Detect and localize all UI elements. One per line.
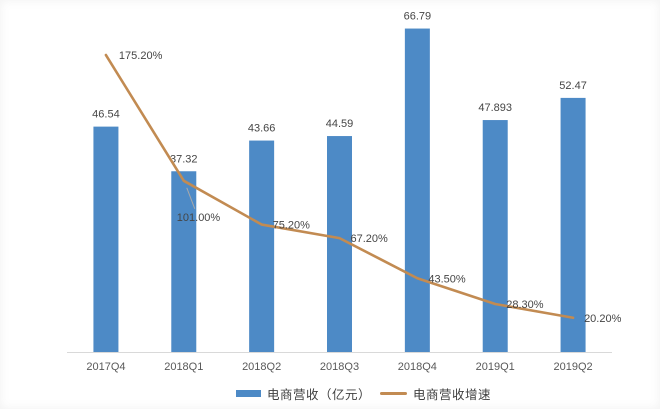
growth-point-label: 75.20% — [273, 220, 311, 232]
legend: 电商营收（亿元） 电商营收增速 — [236, 384, 491, 403]
bar — [404, 28, 430, 353]
bar-value-label: 37.32 — [170, 153, 198, 165]
growth-point-label: 43.50% — [428, 273, 466, 285]
bar-value-label: 43.66 — [248, 123, 276, 135]
bar-value-label: 44.59 — [326, 118, 354, 130]
legend-item-growth: 电商营收增速 — [380, 384, 491, 403]
legend-label-growth: 电商营收增速 — [413, 388, 492, 402]
x-axis-label: 2018Q3 — [320, 361, 359, 373]
x-axis-label: 2019Q1 — [476, 361, 515, 373]
growth-point-label: 28.30% — [506, 299, 544, 311]
bar-value-label: 52.47 — [559, 80, 587, 92]
bar-value-label: 46.54 — [92, 109, 120, 121]
growth-point-label: 67.20% — [351, 233, 389, 245]
growth-point-label: 101.00% — [177, 212, 221, 224]
x-axis-label: 2018Q4 — [398, 361, 437, 373]
legend-label-revenue: 电商营收（亿元） — [267, 388, 372, 402]
growth-point-label: 175.20% — [119, 50, 163, 62]
legend-item-revenue: 电商营收（亿元） — [236, 384, 371, 403]
label-leader-line — [186, 187, 196, 209]
bar — [171, 171, 197, 352]
bar — [482, 120, 508, 353]
growth-point-label: 20.20% — [584, 313, 622, 325]
bar — [93, 126, 119, 352]
bar-value-label: 66.79 — [404, 11, 432, 23]
line-series-swatch-icon — [380, 392, 408, 395]
growth-line — [104, 53, 575, 320]
bar — [327, 136, 352, 352]
x-axis-label: 2019Q2 — [553, 361, 592, 373]
bar-series-swatch-icon — [236, 390, 261, 397]
x-axis-label: 2018Q2 — [242, 361, 281, 373]
x-axis-label: 2017Q4 — [86, 361, 125, 373]
bar — [249, 140, 275, 352]
bar — [560, 97, 586, 352]
bar-value-label: 47.893 — [478, 102, 512, 114]
x-axis-label: 2018Q1 — [164, 361, 203, 373]
